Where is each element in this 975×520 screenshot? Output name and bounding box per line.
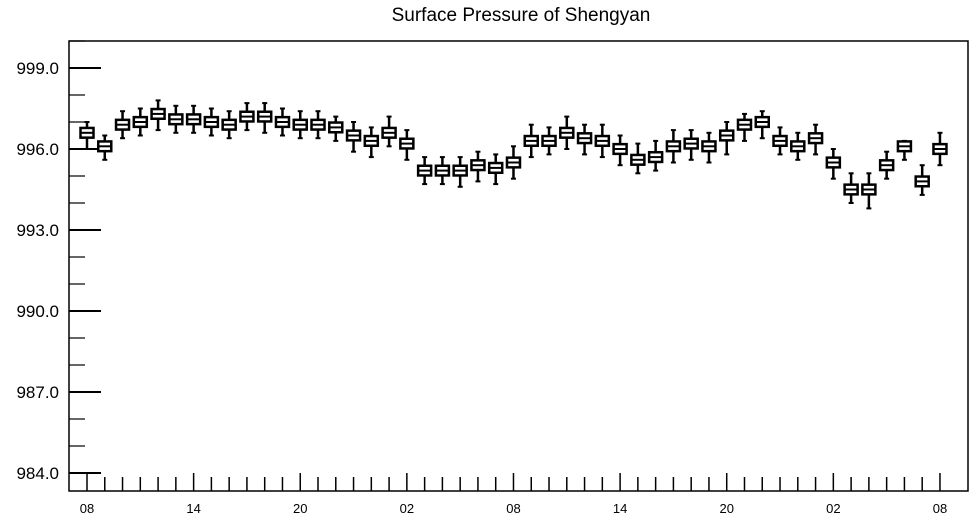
box-46	[896, 139, 913, 161]
box-44	[861, 172, 877, 210]
x-tick-label: 14	[613, 501, 627, 516]
x-tick-label: 08	[506, 501, 520, 516]
box-41	[807, 123, 824, 156]
box-43	[843, 172, 859, 204]
box-17	[381, 115, 397, 148]
x-tick-label: 02	[826, 501, 840, 516]
box-37	[736, 112, 753, 142]
y-tick-label: 993.0	[16, 221, 59, 240]
box-0	[79, 121, 95, 150]
box-33	[665, 129, 682, 164]
box-42	[825, 148, 842, 180]
box-12	[292, 110, 308, 140]
x-tick-label: 08	[933, 501, 947, 516]
box-2	[114, 110, 131, 140]
y-tick-label: 999.0	[16, 59, 59, 78]
y-tick-label: 987.0	[16, 383, 59, 402]
box-series	[79, 99, 948, 210]
box-21	[452, 156, 468, 188]
x-tick-label: 20	[719, 501, 733, 516]
box-34	[683, 129, 699, 161]
box-4	[150, 99, 166, 132]
plot-frame	[68, 40, 969, 492]
box-22	[470, 150, 486, 183]
box-6	[185, 104, 202, 134]
box-8	[221, 110, 237, 140]
x-axis: 08 14 20 02 08 14 20 02 08	[80, 473, 947, 516]
box-20	[434, 156, 451, 186]
box-3	[132, 107, 149, 137]
x-tick-label: 14	[186, 501, 200, 516]
box-5	[168, 104, 184, 134]
box-29	[594, 123, 611, 159]
box-30	[612, 134, 628, 167]
box-39	[772, 126, 788, 156]
box-27	[559, 115, 575, 150]
box-36	[718, 121, 735, 156]
y-tick-label: 996.0	[16, 140, 59, 159]
box-47	[914, 164, 930, 196]
box-19	[416, 156, 433, 186]
box-38	[754, 110, 771, 140]
box-14	[328, 115, 344, 142]
box-18	[399, 129, 415, 161]
y-tick-label: 990.0	[16, 302, 59, 321]
box-16	[363, 126, 380, 159]
box-25	[523, 123, 539, 159]
box-10	[256, 102, 273, 134]
y-axis: 999.0 996.0 993.0 990.0 987.0 984.0	[16, 40, 101, 483]
box-40	[790, 131, 806, 161]
box-24	[505, 145, 522, 180]
chart-title: Surface Pressure of Shengyan	[392, 5, 651, 26]
box-26	[541, 126, 557, 156]
box-13	[310, 110, 326, 140]
box-7	[203, 107, 220, 137]
box-11	[274, 107, 291, 137]
box-28	[576, 123, 593, 156]
box-9	[239, 102, 255, 132]
box-15	[345, 121, 362, 153]
y-tick-label: 984.0	[16, 464, 59, 483]
box-45	[878, 150, 895, 180]
box-48	[932, 131, 948, 167]
x-tick-label: 20	[293, 501, 307, 516]
box-35	[701, 131, 717, 164]
box-1	[97, 134, 113, 161]
box-32	[647, 139, 664, 172]
box-23	[487, 153, 504, 186]
x-tick-label: 02	[400, 501, 414, 516]
x-tick-label: 08	[80, 501, 94, 516]
box-31	[630, 142, 646, 175]
